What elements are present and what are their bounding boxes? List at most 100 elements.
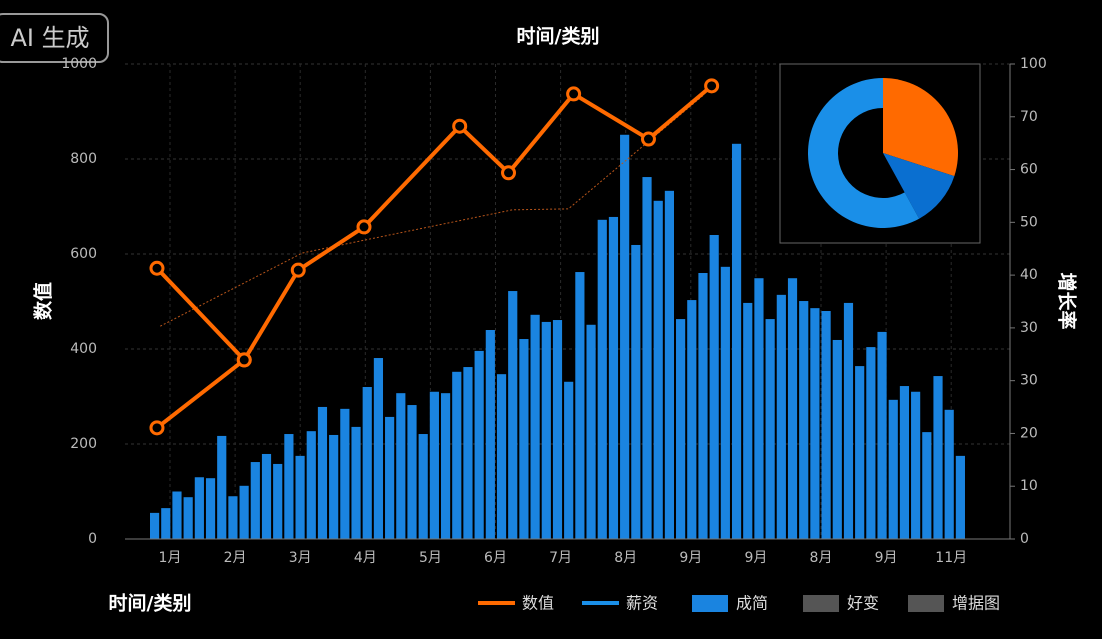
line-point [356,219,372,235]
y-tick-label: 600 [70,246,97,262]
bar [843,302,854,539]
x-tick-label: 9月 [875,550,898,566]
y2-tick-label: 20 [1020,425,1038,441]
bar [866,347,876,539]
bar [776,294,786,539]
bar [284,434,294,539]
y2-tick-label: 60 [1020,162,1038,178]
badge: AI 生成 [10,24,89,52]
bar [709,235,719,539]
bar [541,321,551,539]
bar [821,311,831,539]
x-axis-label: 时间/类别 [109,592,192,615]
line-point [149,420,165,436]
x-tick-label: 11月 [935,550,967,566]
line-point [566,86,582,102]
x-tick-label: 9月 [679,550,702,566]
bar [496,374,507,539]
bar [194,477,204,539]
bar [955,455,965,539]
bar [765,319,775,539]
bar [575,272,585,539]
bar [586,324,596,539]
bar [597,219,607,540]
y-tick-label: 400 [70,341,97,357]
x-tick-label: 3月 [289,550,312,566]
bar [373,358,384,539]
bar [642,177,652,540]
legend-label: 数值 [522,594,554,613]
y-tick-label: 1000 [61,56,97,72]
badge-frame [0,13,109,63]
bar [261,453,272,539]
bar [440,393,451,539]
bar [317,406,328,539]
x-tick-label: 5月 [419,550,442,566]
bar [295,455,305,539]
line-point [236,352,252,368]
bar [429,391,439,539]
y-tick-label: 0 [88,531,97,547]
x-tick-label: 6月 [484,550,507,566]
bar [228,496,238,539]
y-axis-label: 数值 [32,282,55,320]
x-tick-label: 9月 [744,550,767,566]
y2-tick-label: 30 [1020,320,1038,336]
y2-tick-label: 40 [1020,267,1038,283]
bar [922,432,932,539]
bar [329,434,339,539]
y-tick-label: 800 [70,151,97,167]
bar [944,409,954,539]
bar [396,393,406,539]
bar [385,416,395,539]
legend-label: 成简 [736,594,768,613]
bar [877,331,887,539]
bar [362,387,372,539]
bar [150,512,160,539]
bars [150,134,965,540]
bar [239,485,249,539]
x-tick-label: 8月 [614,550,637,566]
bar [306,431,316,539]
line-point [704,78,720,94]
bar [731,143,742,540]
bar [664,190,674,539]
x-tick-label: 1月 [159,550,182,566]
bar [787,278,798,539]
x-tick-label: 4月 [354,550,377,566]
bar [720,266,730,539]
legend-swatch [692,595,728,612]
chart-title: 时间/类别 [517,25,600,48]
bar [899,386,910,539]
legend-label: 增据图 [952,594,1000,613]
y2-tick-label: 100 [1020,56,1047,72]
bar [485,330,495,539]
bar [911,391,921,539]
bar [530,314,540,539]
bar [452,371,462,539]
bar [855,366,865,539]
bar [463,367,473,539]
y2-tick-label: 30 [1020,373,1038,389]
legend-label: 薪资 [626,594,658,613]
bar [217,435,227,539]
bar [161,508,171,539]
bar [508,291,518,539]
y-tick-label: 200 [70,436,97,452]
line-point [290,262,306,278]
bar [653,200,663,540]
line-point [149,260,165,276]
y2-tick-label: 70 [1020,109,1038,125]
y2-axis-label: 增长率 [1056,272,1079,329]
bar [183,497,193,539]
bar [743,302,753,539]
line-point [501,165,517,181]
line-point [452,118,468,134]
bar [888,399,898,539]
bar [250,462,260,539]
bar [620,134,630,539]
bar [205,478,216,539]
bar [754,278,764,539]
bar [676,319,686,539]
